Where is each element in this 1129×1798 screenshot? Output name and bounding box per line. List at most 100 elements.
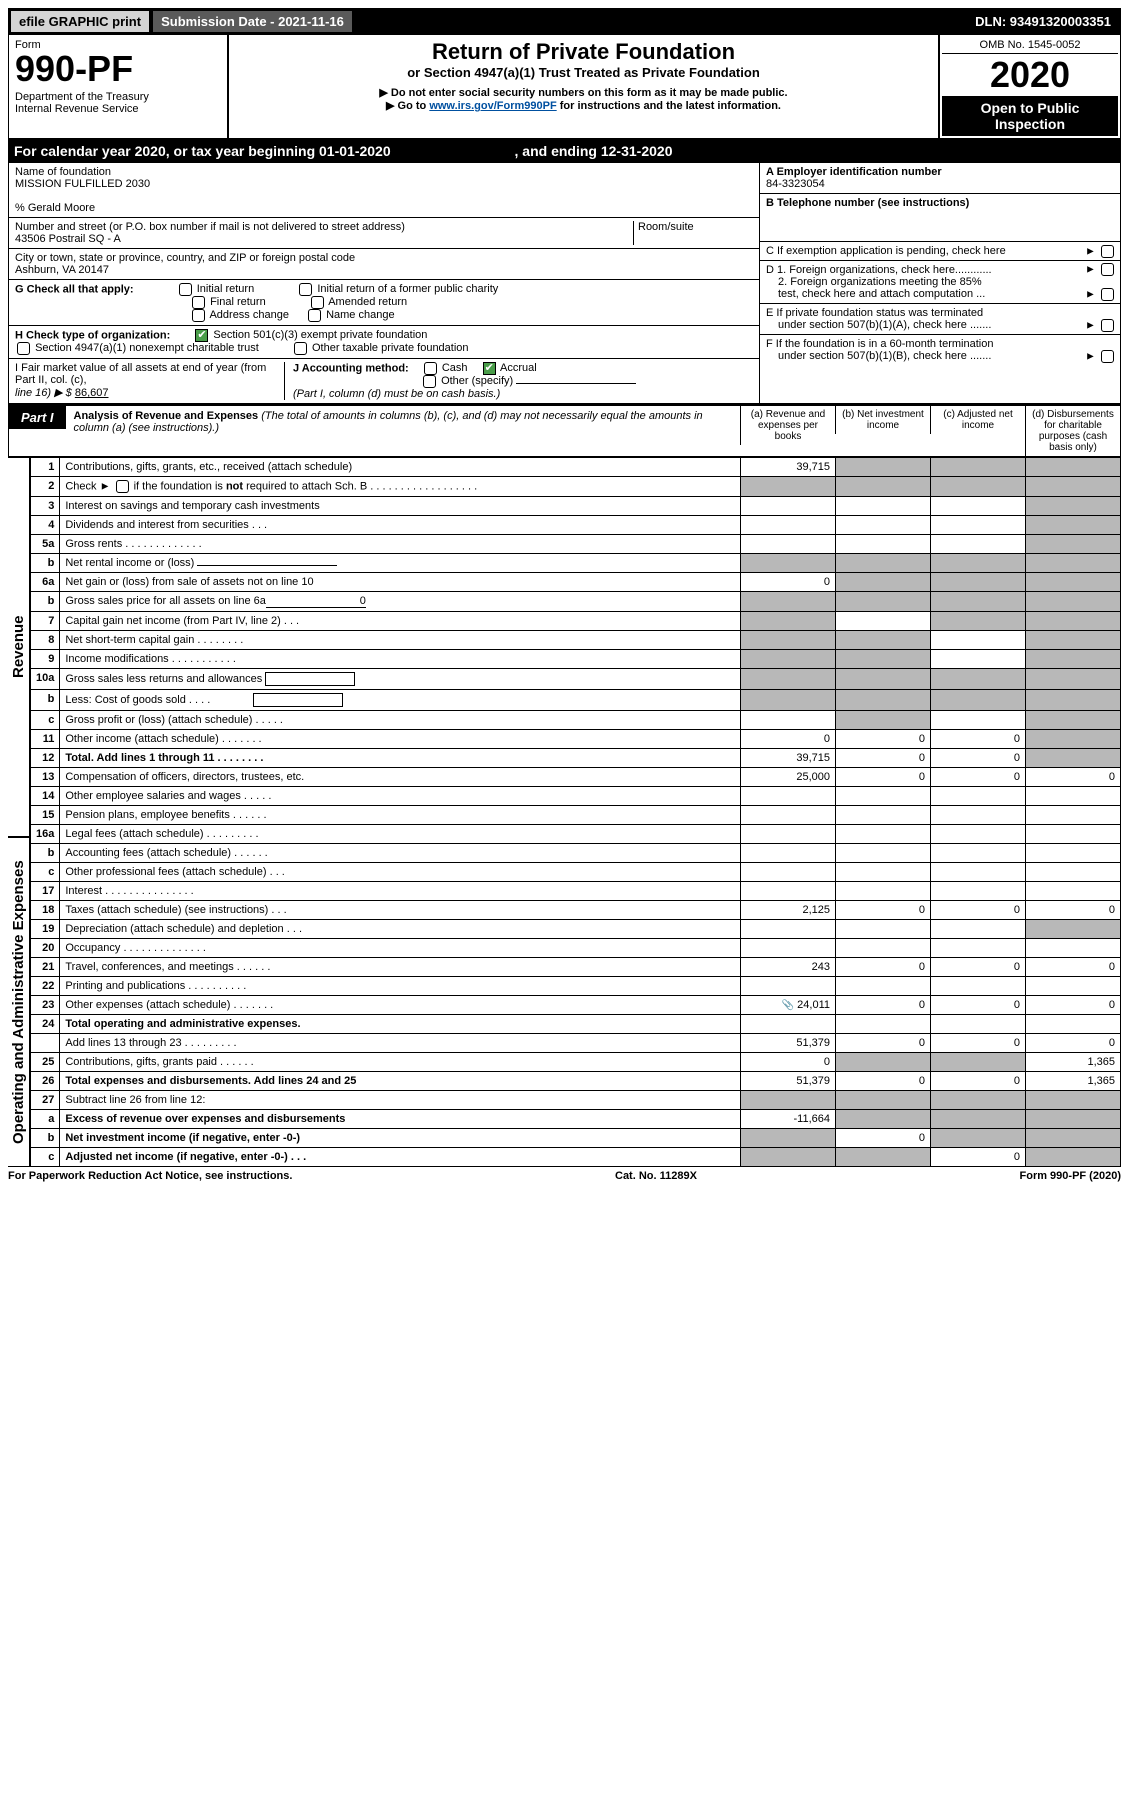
open-public-badge: Open to Public Inspection <box>942 96 1118 136</box>
identification-box: Name of foundation MISSION FULFILLED 203… <box>8 163 1121 404</box>
f1-lbl: F If the foundation is in a 60-month ter… <box>766 338 993 350</box>
form-note-1: ▶ Do not enter social security numbers o… <box>235 86 932 99</box>
row-1: 1Contributions, gifts, grants, etc., rec… <box>31 458 1121 477</box>
d1-checkbox[interactable] <box>1101 263 1114 276</box>
j-accrual-checkbox[interactable] <box>483 362 496 375</box>
form-ref: Form 990-PF (2020) <box>1020 1170 1121 1182</box>
row-27a: aExcess of revenue over expenses and dis… <box>31 1110 1121 1129</box>
cat-no: Cat. No. 11289X <box>615 1170 697 1182</box>
h-label: H Check type of organization: <box>15 329 170 341</box>
tax-year-begin: For calendar year 2020, or tax year begi… <box>14 143 391 159</box>
j-note: (Part I, column (d) must be on cash basi… <box>293 388 500 400</box>
ein-lbl: A Employer identification number <box>766 166 942 178</box>
row-27b: bNet investment income (if negative, ent… <box>31 1129 1121 1148</box>
part1-table: 1Contributions, gifts, grants, etc., rec… <box>30 457 1121 1167</box>
part1-body: Revenue Operating and Administrative Exp… <box>8 457 1121 1167</box>
row-7: 7Capital gain net income (from Part IV, … <box>31 612 1121 631</box>
irs-label: Internal Revenue Service <box>15 103 221 115</box>
g-o5: Address change <box>209 309 289 321</box>
row-20: 20Occupancy . . . . . . . . . . . . . . <box>31 939 1121 958</box>
i-label: I Fair market value of all assets at end… <box>15 362 266 386</box>
col-a-hdr: (a) Revenue and expenses per books <box>740 406 835 445</box>
row-24b: Add lines 13 through 23 . . . . . . . . … <box>31 1034 1121 1053</box>
row-5a: 5aGross rents . . . . . . . . . . . . . <box>31 535 1121 554</box>
room-lbl: Room/suite <box>638 221 694 233</box>
row-24: 24Total operating and administrative exp… <box>31 1015 1121 1034</box>
addr-lbl: Number and street (or P.O. box number if… <box>15 221 405 233</box>
h-501c3-checkbox[interactable] <box>195 329 208 342</box>
f2-lbl: under section 507(b)(1)(B), check here .… <box>778 350 991 362</box>
e1-lbl: E If private foundation status was termi… <box>766 307 983 319</box>
dln-label: DLN: 93491320003351 <box>967 11 1119 32</box>
d2a-lbl: 2. Foreign organizations meeting the 85% <box>778 276 982 288</box>
c-checkbox[interactable] <box>1101 245 1114 258</box>
attachment-icon[interactable]: 📎 <box>782 1000 794 1011</box>
j-other-checkbox[interactable] <box>423 375 436 388</box>
d2b-lbl: test, check here and attach computation … <box>778 288 985 300</box>
g-name-change-checkbox[interactable] <box>308 309 321 322</box>
city-state-zip: Ashburn, VA 20147 <box>15 264 109 276</box>
part1-title: Analysis of Revenue and Expenses <box>74 410 259 422</box>
g-o6: Name change <box>326 309 395 321</box>
form990pf-link[interactable]: www.irs.gov/Form990PF <box>429 100 556 112</box>
g-o1: Initial return <box>197 283 254 295</box>
dept-treasury: Department of the Treasury <box>15 91 221 103</box>
revenue-side-label: Revenue <box>8 457 30 837</box>
j-cash-checkbox[interactable] <box>424 362 437 375</box>
h-o1: Section 501(c)(3) exempt private foundat… <box>213 329 427 341</box>
row-16c: cOther professional fees (attach schedul… <box>31 863 1121 882</box>
row-5b: bNet rental income or (loss) <box>31 554 1121 573</box>
submission-date-badge: Submission Date - 2021-11-16 <box>152 10 353 33</box>
col-d-hdr: (d) Disbursements for charitable purpose… <box>1025 406 1120 456</box>
foundation-name: MISSION FULFILLED 2030 <box>15 178 150 190</box>
tax-year: 2020 <box>942 54 1118 96</box>
e2-lbl: under section 507(b)(1)(A), check here .… <box>778 319 991 331</box>
schb-checkbox[interactable] <box>116 480 129 493</box>
col-b-hdr: (b) Net investment income <box>835 406 930 434</box>
row-15: 15Pension plans, employee benefits . . .… <box>31 806 1121 825</box>
care-of: % Gerald Moore <box>15 202 95 214</box>
h-other-taxable-checkbox[interactable] <box>294 342 307 355</box>
h-4947-checkbox[interactable] <box>17 342 30 355</box>
topbar: efile GRAPHIC print Submission Date - 20… <box>8 8 1121 35</box>
row-10c: cGross profit or (loss) (attach schedule… <box>31 711 1121 730</box>
form-header: Form 990-PF Department of the Treasury I… <box>8 35 1121 139</box>
i-value: 86,607 <box>75 387 109 399</box>
h-o3: Other taxable private foundation <box>312 342 469 354</box>
g-amended-checkbox[interactable] <box>311 296 324 309</box>
d2-checkbox[interactable] <box>1101 288 1114 301</box>
e-checkbox[interactable] <box>1101 319 1114 332</box>
row-27c: cAdjusted net income (if negative, enter… <box>31 1148 1121 1167</box>
calendar-year-row: For calendar year 2020, or tax year begi… <box>8 139 1121 163</box>
omb-number: OMB No. 1545-0052 <box>942 37 1118 54</box>
d1-lbl: D 1. Foreign organizations, check here..… <box>766 264 992 276</box>
efile-print-button[interactable]: efile GRAPHIC print <box>10 10 150 33</box>
row-27: 27Subtract line 26 from line 12: <box>31 1091 1121 1110</box>
row-6a: 6aNet gain or (loss) from sale of assets… <box>31 573 1121 592</box>
g-o4: Amended return <box>328 296 407 308</box>
g-initial-former-checkbox[interactable] <box>299 283 312 296</box>
g-o2: Initial return of a former public charit… <box>317 283 498 295</box>
foundation-name-lbl: Name of foundation <box>15 166 111 178</box>
row-22: 22Printing and publications . . . . . . … <box>31 977 1121 996</box>
row-18: 18Taxes (attach schedule) (see instructi… <box>31 901 1121 920</box>
row-16a: 16aLegal fees (attach schedule) . . . . … <box>31 825 1121 844</box>
note2-post: for instructions and the latest informat… <box>557 100 781 112</box>
g-o3: Final return <box>210 296 266 308</box>
row-25: 25Contributions, gifts, grants paid . . … <box>31 1053 1121 1072</box>
f-checkbox[interactable] <box>1101 350 1114 363</box>
page-footer: For Paperwork Reduction Act Notice, see … <box>8 1167 1121 1182</box>
row-9: 9Income modifications . . . . . . . . . … <box>31 650 1121 669</box>
g-address-change-checkbox[interactable] <box>192 309 205 322</box>
g-initial-return-checkbox[interactable] <box>179 283 192 296</box>
g-final-checkbox[interactable] <box>192 296 205 309</box>
row-3: 3Interest on savings and temporary cash … <box>31 497 1121 516</box>
street-address: 43506 Postrail SQ - A <box>15 233 121 245</box>
row-12: 12Total. Add lines 1 through 11 . . . . … <box>31 749 1121 768</box>
j-label: J Accounting method: <box>293 362 409 374</box>
form-number: 990-PF <box>15 51 221 87</box>
row-13: 13Compensation of officers, directors, t… <box>31 768 1121 787</box>
ein-value: 84-3323054 <box>766 178 825 190</box>
row-2: 2Check ► if the foundation is not requir… <box>31 477 1121 497</box>
g-label: G Check all that apply: <box>15 283 134 295</box>
